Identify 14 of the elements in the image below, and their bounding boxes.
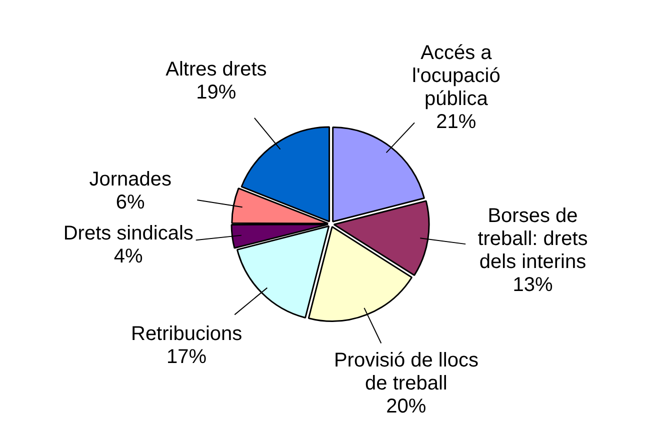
data-label: 17% [166, 346, 207, 368]
slice-label: Altres drets [166, 58, 267, 81]
data-label: 19% [196, 82, 236, 104]
data-label: 6% [116, 192, 146, 214]
slice-label: Borses de treball: drets dels interins [478, 204, 588, 273]
slice-label: Provisió de llocs de treball [334, 350, 478, 395]
slice-label: Drets sindicals [63, 222, 194, 245]
slice-label: Accés a l'ocupació pública [412, 42, 500, 110]
data-label: 13% [512, 274, 553, 296]
data-label: 4% [114, 246, 144, 268]
slice-label: Retribucions [130, 322, 242, 345]
data-label: 21% [436, 110, 476, 133]
slice-label: Jornades [89, 168, 172, 191]
data-label: 20% [386, 396, 426, 418]
